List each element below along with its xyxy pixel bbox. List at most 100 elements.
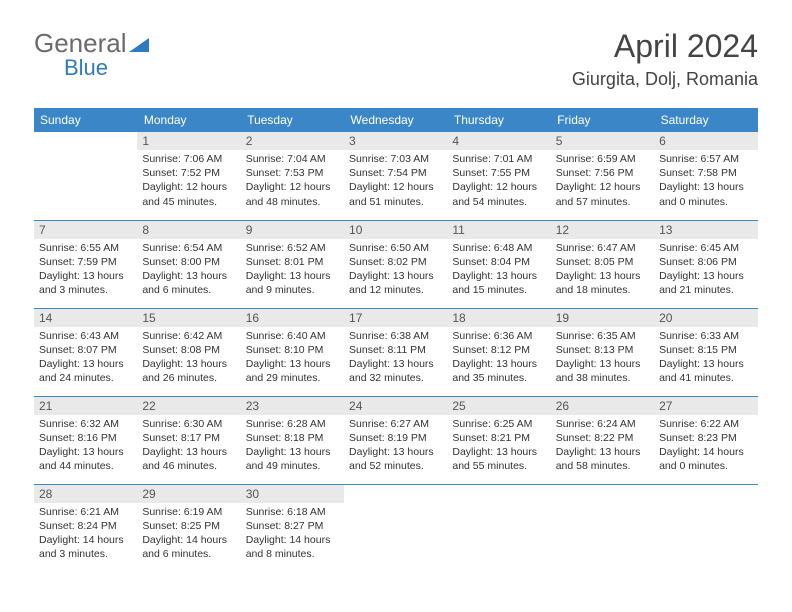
day-details: Sunrise: 6:38 AMSunset: 8:11 PMDaylight:… <box>344 327 447 390</box>
calendar-day-cell: 9Sunrise: 6:52 AMSunset: 8:01 PMDaylight… <box>241 220 344 308</box>
sunrise-text: Sunrise: 6:38 AM <box>349 329 442 343</box>
calendar-day-cell: 22Sunrise: 6:30 AMSunset: 8:17 PMDayligh… <box>137 396 240 484</box>
calendar-day-cell: 6Sunrise: 6:57 AMSunset: 7:58 PMDaylight… <box>654 132 757 220</box>
sunset-text: Sunset: 8:10 PM <box>246 343 339 357</box>
day-number: 5 <box>551 132 654 150</box>
logo-triangle-icon <box>129 28 149 59</box>
calendar-day-cell: 19Sunrise: 6:35 AMSunset: 8:13 PMDayligh… <box>551 308 654 396</box>
day-number: 7 <box>34 221 137 239</box>
sunrise-text: Sunrise: 7:04 AM <box>246 152 339 166</box>
day-details: Sunrise: 6:32 AMSunset: 8:16 PMDaylight:… <box>34 415 137 478</box>
day-details: Sunrise: 6:35 AMSunset: 8:13 PMDaylight:… <box>551 327 654 390</box>
calendar-day-cell: 16Sunrise: 6:40 AMSunset: 8:10 PMDayligh… <box>241 308 344 396</box>
day-number: 25 <box>447 397 550 415</box>
sunrise-text: Sunrise: 6:40 AM <box>246 329 339 343</box>
day-details: Sunrise: 7:03 AMSunset: 7:54 PMDaylight:… <box>344 150 447 213</box>
daylight-text: Daylight: 12 hours and 51 minutes. <box>349 180 442 208</box>
day-number: 26 <box>551 397 654 415</box>
weekday-header: Wednesday <box>344 108 447 132</box>
day-details: Sunrise: 6:52 AMSunset: 8:01 PMDaylight:… <box>241 239 344 302</box>
day-details: Sunrise: 6:45 AMSunset: 8:06 PMDaylight:… <box>654 239 757 302</box>
sunrise-text: Sunrise: 7:06 AM <box>142 152 235 166</box>
day-details: Sunrise: 6:54 AMSunset: 8:00 PMDaylight:… <box>137 239 240 302</box>
calendar-day-cell: 18Sunrise: 6:36 AMSunset: 8:12 PMDayligh… <box>447 308 550 396</box>
calendar-day-cell: 20Sunrise: 6:33 AMSunset: 8:15 PMDayligh… <box>654 308 757 396</box>
sunrise-text: Sunrise: 6:28 AM <box>246 417 339 431</box>
calendar-day-cell: 7Sunrise: 6:55 AMSunset: 7:59 PMDaylight… <box>34 220 137 308</box>
day-details: Sunrise: 6:28 AMSunset: 8:18 PMDaylight:… <box>241 415 344 478</box>
calendar-day-cell: 26Sunrise: 6:24 AMSunset: 8:22 PMDayligh… <box>551 396 654 484</box>
daylight-text: Daylight: 13 hours and 32 minutes. <box>349 357 442 385</box>
day-number: 11 <box>447 221 550 239</box>
sunset-text: Sunset: 8:05 PM <box>556 255 649 269</box>
calendar-day-cell: 29Sunrise: 6:19 AMSunset: 8:25 PMDayligh… <box>137 484 240 572</box>
sunrise-text: Sunrise: 6:27 AM <box>349 417 442 431</box>
sunset-text: Sunset: 7:53 PM <box>246 166 339 180</box>
logo-line1: General <box>34 28 127 58</box>
day-number: 9 <box>241 221 344 239</box>
sunset-text: Sunset: 8:16 PM <box>39 431 132 445</box>
calendar-day-cell: 13Sunrise: 6:45 AMSunset: 8:06 PMDayligh… <box>654 220 757 308</box>
calendar-day-cell: 23Sunrise: 6:28 AMSunset: 8:18 PMDayligh… <box>241 396 344 484</box>
sunrise-text: Sunrise: 6:42 AM <box>142 329 235 343</box>
day-details: Sunrise: 6:50 AMSunset: 8:02 PMDaylight:… <box>344 239 447 302</box>
weekday-header: Saturday <box>654 108 757 132</box>
calendar-day-cell: 17Sunrise: 6:38 AMSunset: 8:11 PMDayligh… <box>344 308 447 396</box>
sunset-text: Sunset: 8:06 PM <box>659 255 752 269</box>
weekday-header: Monday <box>137 108 240 132</box>
sunrise-text: Sunrise: 6:24 AM <box>556 417 649 431</box>
calendar-week-row: 1Sunrise: 7:06 AMSunset: 7:52 PMDaylight… <box>34 132 758 220</box>
weekday-header: Friday <box>551 108 654 132</box>
day-details: Sunrise: 6:24 AMSunset: 8:22 PMDaylight:… <box>551 415 654 478</box>
sunset-text: Sunset: 8:24 PM <box>39 519 132 533</box>
calendar-day-cell: 11Sunrise: 6:48 AMSunset: 8:04 PMDayligh… <box>447 220 550 308</box>
day-details: Sunrise: 6:42 AMSunset: 8:08 PMDaylight:… <box>137 327 240 390</box>
sunrise-text: Sunrise: 6:32 AM <box>39 417 132 431</box>
day-details: Sunrise: 6:55 AMSunset: 7:59 PMDaylight:… <box>34 239 137 302</box>
day-number: 6 <box>654 132 757 150</box>
calendar-week-row: 28Sunrise: 6:21 AMSunset: 8:24 PMDayligh… <box>34 484 758 572</box>
calendar-day-cell: 14Sunrise: 6:43 AMSunset: 8:07 PMDayligh… <box>34 308 137 396</box>
calendar-empty-cell <box>654 484 757 572</box>
sunset-text: Sunset: 7:52 PM <box>142 166 235 180</box>
daylight-text: Daylight: 13 hours and 38 minutes. <box>556 357 649 385</box>
daylight-text: Daylight: 13 hours and 21 minutes. <box>659 269 752 297</box>
day-number: 30 <box>241 485 344 503</box>
day-number: 2 <box>241 132 344 150</box>
day-details: Sunrise: 6:47 AMSunset: 8:05 PMDaylight:… <box>551 239 654 302</box>
sunrise-text: Sunrise: 6:48 AM <box>452 241 545 255</box>
sunset-text: Sunset: 8:21 PM <box>452 431 545 445</box>
day-details: Sunrise: 6:18 AMSunset: 8:27 PMDaylight:… <box>241 503 344 566</box>
day-number: 4 <box>447 132 550 150</box>
day-number: 27 <box>654 397 757 415</box>
sunset-text: Sunset: 7:59 PM <box>39 255 132 269</box>
day-number: 3 <box>344 132 447 150</box>
daylight-text: Daylight: 13 hours and 35 minutes. <box>452 357 545 385</box>
day-number: 29 <box>137 485 240 503</box>
sunrise-text: Sunrise: 6:18 AM <box>246 505 339 519</box>
sunset-text: Sunset: 7:55 PM <box>452 166 545 180</box>
day-number: 22 <box>137 397 240 415</box>
sunrise-text: Sunrise: 6:54 AM <box>142 241 235 255</box>
weekday-header: Sunday <box>34 108 137 132</box>
day-number: 19 <box>551 309 654 327</box>
calendar-day-cell: 10Sunrise: 6:50 AMSunset: 8:02 PMDayligh… <box>344 220 447 308</box>
daylight-text: Daylight: 13 hours and 9 minutes. <box>246 269 339 297</box>
daylight-text: Daylight: 13 hours and 0 minutes. <box>659 180 752 208</box>
sunrise-text: Sunrise: 6:30 AM <box>142 417 235 431</box>
sunrise-text: Sunrise: 6:57 AM <box>659 152 752 166</box>
sunset-text: Sunset: 8:08 PM <box>142 343 235 357</box>
daylight-text: Daylight: 13 hours and 41 minutes. <box>659 357 752 385</box>
day-details: Sunrise: 6:33 AMSunset: 8:15 PMDaylight:… <box>654 327 757 390</box>
calendar-day-cell: 15Sunrise: 6:42 AMSunset: 8:08 PMDayligh… <box>137 308 240 396</box>
calendar-day-cell: 28Sunrise: 6:21 AMSunset: 8:24 PMDayligh… <box>34 484 137 572</box>
calendar-day-cell: 4Sunrise: 7:01 AMSunset: 7:55 PMDaylight… <box>447 132 550 220</box>
sunrise-text: Sunrise: 7:01 AM <box>452 152 545 166</box>
daylight-text: Daylight: 12 hours and 57 minutes. <box>556 180 649 208</box>
day-number: 16 <box>241 309 344 327</box>
day-details: Sunrise: 6:59 AMSunset: 7:56 PMDaylight:… <box>551 150 654 213</box>
calendar-empty-cell <box>447 484 550 572</box>
sunrise-text: Sunrise: 6:47 AM <box>556 241 649 255</box>
weekday-header: Thursday <box>447 108 550 132</box>
calendar-day-cell: 1Sunrise: 7:06 AMSunset: 7:52 PMDaylight… <box>137 132 240 220</box>
